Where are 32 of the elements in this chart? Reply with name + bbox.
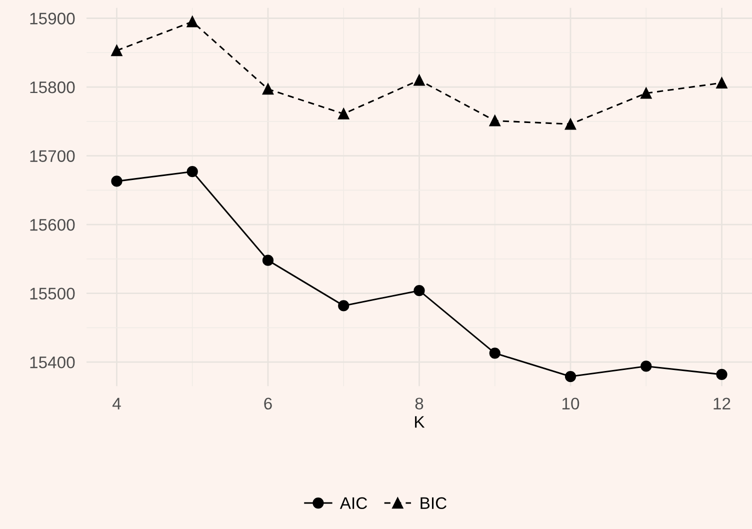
point bbox=[414, 285, 425, 296]
point bbox=[186, 16, 198, 28]
y-tick-label: 15600 bbox=[30, 218, 75, 231]
x-tick-label: 10 bbox=[562, 398, 580, 410]
point bbox=[111, 45, 122, 56]
point bbox=[564, 118, 576, 130]
y-tick-label: 15400 bbox=[30, 356, 75, 368]
point bbox=[640, 360, 652, 372]
point bbox=[489, 115, 500, 126]
x-tick-label: 8 bbox=[415, 398, 424, 410]
x-tick-label: 12 bbox=[714, 398, 730, 410]
point bbox=[716, 368, 728, 380]
point bbox=[640, 88, 652, 99]
point bbox=[564, 370, 576, 382]
x-tick-label: 4 bbox=[112, 398, 121, 410]
point bbox=[262, 254, 274, 266]
y-tick-label: 15800 bbox=[30, 81, 75, 94]
legend-label: BIC bbox=[420, 497, 446, 510]
legend-label: AIC bbox=[340, 497, 368, 510]
point bbox=[111, 176, 122, 187]
point bbox=[716, 77, 728, 88]
point bbox=[338, 300, 350, 312]
x-tick-label: 6 bbox=[264, 398, 272, 410]
x-axis-title: K bbox=[415, 416, 425, 428]
point bbox=[186, 166, 198, 178]
point bbox=[489, 348, 500, 359]
point bbox=[414, 74, 425, 86]
y-tick-label: 15900 bbox=[30, 12, 75, 24]
y-tick-label: 15700 bbox=[30, 150, 75, 162]
y-tick-label: 15500 bbox=[30, 288, 75, 300]
point bbox=[338, 108, 350, 120]
point bbox=[262, 84, 274, 95]
